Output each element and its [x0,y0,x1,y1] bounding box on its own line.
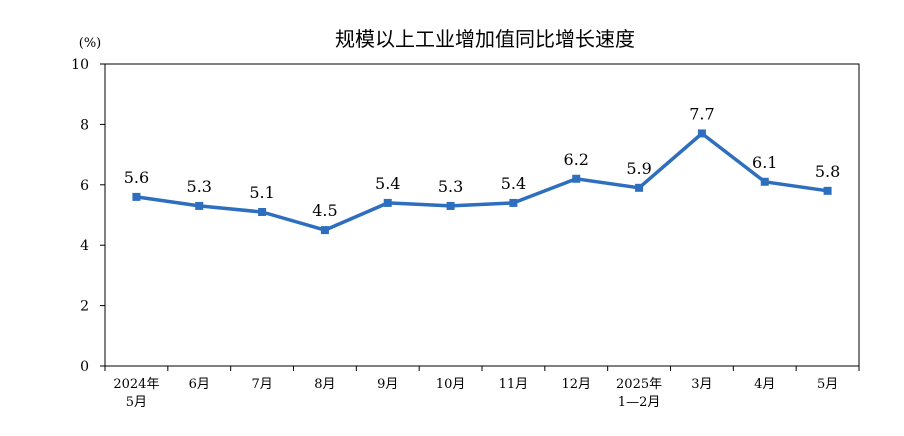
x-tick-label: 9月 [377,377,398,392]
data-point [383,198,392,207]
data-label: 5.3 [438,177,463,196]
data-point [635,183,644,192]
x-tick-label-line: 4月 [754,377,775,392]
y-tick-label: 8 [80,117,89,133]
y-tick-label: 2 [80,299,89,315]
chart-title: 规模以上工业增加值同比增长速度 [335,27,635,51]
data-label: 5.9 [626,159,651,178]
x-tick-label-line: 1—2月 [618,395,661,410]
data-point [760,177,769,186]
x-tick-label: 2024年 5月 [113,377,159,410]
data-label: 5.3 [187,177,212,196]
x-tick-label: 2025年 1—2月 [616,377,662,410]
x-tick-label: 8月 [314,377,335,392]
y-tick-label: 10 [71,57,89,73]
series-line [136,131,828,232]
x-tick-label-line: 12月 [561,377,591,392]
data-point [572,174,581,183]
data-label: 5.4 [375,174,400,193]
x-tick-label: 6月 [189,377,210,392]
x-tick-label-line: 5月 [126,395,147,410]
x-tick-label: 3月 [691,377,712,392]
data-label: 6.2 [564,150,589,169]
x-tick-label: 5月 [817,377,838,392]
data-series [132,129,832,235]
y-tick-label: 4 [80,238,89,254]
x-axis: 2024年 5月 6月 7月 8月 9月 10月 11月 12月 2025年 1—2月 3月 4月 5月 [104,366,860,410]
data-label: 7.7 [689,104,714,123]
data-point [823,186,832,195]
data-label: 4.5 [312,201,337,220]
data-label: 5.6 [124,168,149,187]
data-point [258,207,267,216]
x-tick-label-line: 2025年 [616,377,662,392]
x-tick-label-line: 8月 [314,377,335,392]
plot-frame [104,63,860,367]
data-point [697,129,706,138]
data-label: 5.1 [249,183,274,202]
x-tick-label-line: 9月 [377,377,398,392]
x-tick-label-line: 5月 [817,377,838,392]
data-point [195,201,204,210]
x-tick-label-line: 11月 [499,377,529,392]
x-tick-label-line: 2024年 [113,377,159,392]
x-tick-label: 7月 [251,377,272,392]
data-label: 6.1 [752,153,777,172]
data-point [132,192,141,201]
x-tick-label: 12月 [561,377,591,392]
x-tick-label-line: 3月 [691,377,712,392]
x-tick-label-line: 7月 [251,377,272,392]
y-axis: 0 2 4 6 8 10 [71,57,105,375]
x-tick-label: 11月 [499,377,529,392]
x-tick-label-line: 6月 [189,377,210,392]
data-point [320,226,329,235]
y-axis-unit: (%) [79,36,102,51]
y-tick-label: 0 [80,359,89,375]
y-tick-label: 6 [80,178,89,194]
data-label: 5.4 [501,174,526,193]
x-tick-label: 4月 [754,377,775,392]
x-tick-label-line: 10月 [436,377,466,392]
x-tick-label: 10月 [436,377,466,392]
data-labels: 5.6 5.3 5.1 4.5 5.4 5.3 5.4 6.2 5.9 7.7 6.1 5.8 [124,104,841,220]
data-label: 5.8 [815,162,840,181]
data-point [446,201,455,210]
data-point [509,198,518,207]
